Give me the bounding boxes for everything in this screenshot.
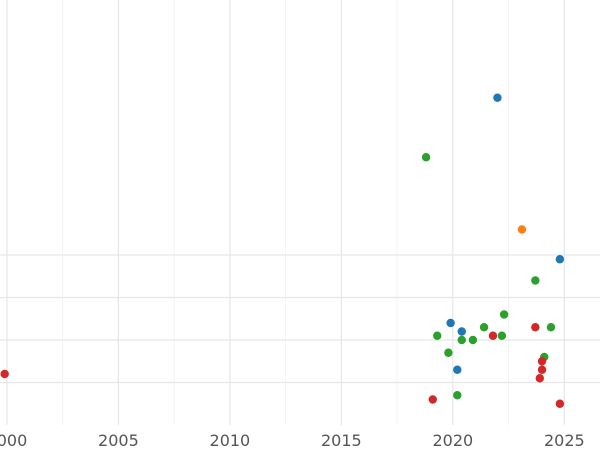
data-point [546, 323, 556, 332]
data-point [555, 399, 565, 408]
x-tick-label: 2010 [210, 431, 251, 450]
x-tick-label: 2015 [321, 431, 362, 450]
data-point [0, 369, 9, 379]
data-point [517, 225, 527, 234]
data-point [453, 391, 462, 400]
data-point [531, 323, 540, 332]
data-points [0, 93, 565, 408]
data-point [457, 335, 466, 345]
data-point [444, 348, 453, 357]
data-point [531, 276, 540, 285]
x-tick-label: 2005 [98, 431, 139, 450]
data-point [537, 365, 547, 374]
data-point [493, 93, 502, 102]
x-tick-label: 2025 [544, 431, 585, 450]
x-axis-ticks: 2000 2005 2010 2015 2020 2025 [0, 431, 585, 450]
grid [0, 0, 600, 425]
data-point [555, 255, 565, 264]
data-point [428, 395, 437, 404]
data-point [457, 327, 466, 336]
x-tick-label: 2020 [432, 431, 473, 450]
data-point [446, 318, 455, 328]
data-point [421, 153, 431, 162]
data-point [453, 365, 462, 374]
data-point [468, 335, 478, 345]
data-point [497, 331, 507, 340]
data-point [535, 374, 544, 383]
data-point [499, 310, 509, 319]
data-point [433, 331, 442, 340]
data-point [537, 357, 547, 366]
data-point [488, 331, 498, 340]
x-tick-label: 2000 [0, 431, 27, 450]
data-point [479, 323, 489, 332]
